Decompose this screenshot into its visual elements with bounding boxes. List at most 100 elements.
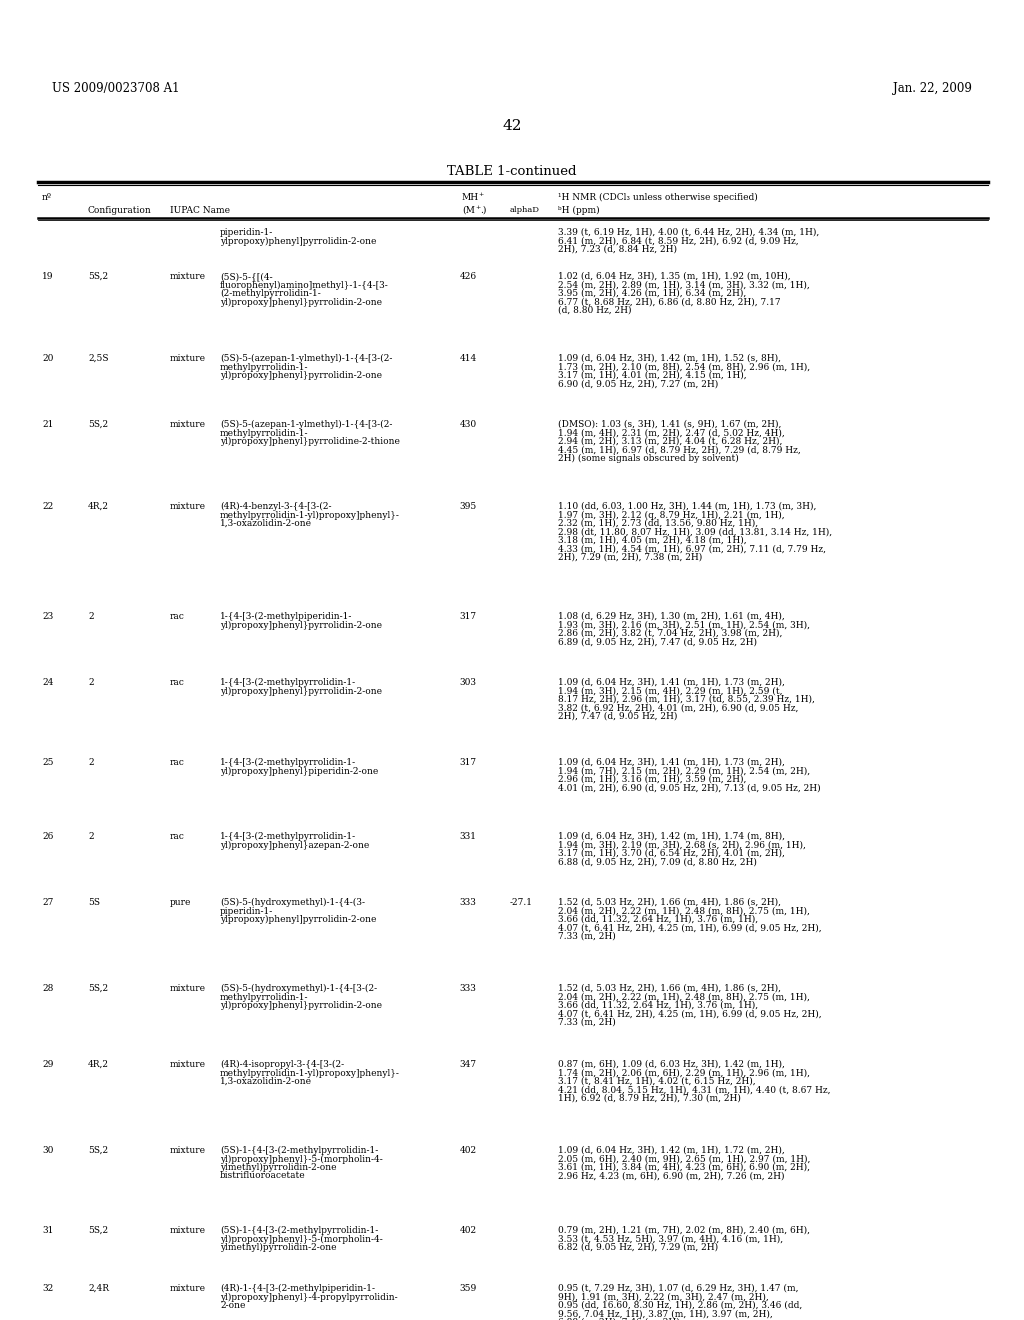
- Text: 25: 25: [42, 758, 53, 767]
- Text: 333: 333: [460, 898, 476, 907]
- Text: 6.88 (m, 2H), 7.46 (m, 2H): 6.88 (m, 2H), 7.46 (m, 2H): [558, 1317, 680, 1320]
- Text: 6.89 (d, 9.05 Hz, 2H), 7.47 (d, 9.05 Hz, 2H): 6.89 (d, 9.05 Hz, 2H), 7.47 (d, 9.05 Hz,…: [558, 638, 757, 647]
- Text: mixture: mixture: [170, 1226, 206, 1236]
- Text: 1.09 (d, 6.04 Hz, 3H), 1.42 (m, 1H), 1.72 (m, 2H),: 1.09 (d, 6.04 Hz, 3H), 1.42 (m, 1H), 1.7…: [558, 1146, 784, 1155]
- Text: 2H) (some signals obscured by solvent): 2H) (some signals obscured by solvent): [558, 454, 738, 463]
- Text: 1.02 (d, 6.04 Hz, 3H), 1.35 (m, 1H), 1.92 (m, 10H),: 1.02 (d, 6.04 Hz, 3H), 1.35 (m, 1H), 1.9…: [558, 272, 791, 281]
- Text: yl)propoxy]phenyl}-5-(morpholin-4-: yl)propoxy]phenyl}-5-(morpholin-4-: [220, 1155, 383, 1164]
- Text: 3.39 (t, 6.19 Hz, 1H), 4.00 (t, 6.44 Hz, 2H), 4.34 (m, 1H),: 3.39 (t, 6.19 Hz, 1H), 4.00 (t, 6.44 Hz,…: [558, 228, 819, 238]
- Text: 2,5S: 2,5S: [88, 354, 109, 363]
- Text: 3.17 (m, 1H), 4.01 (m, 2H), 4.15 (m, 1H),: 3.17 (m, 1H), 4.01 (m, 2H), 4.15 (m, 1H)…: [558, 371, 746, 380]
- Text: 22: 22: [42, 502, 53, 511]
- Text: 402: 402: [460, 1226, 476, 1236]
- Text: TABLE 1-continued: TABLE 1-continued: [447, 165, 577, 178]
- Text: nº: nº: [42, 193, 52, 202]
- Text: 1.94 (m, 3H), 2.19 (m, 3H), 2.68 (s, 2H), 2.96 (m, 1H),: 1.94 (m, 3H), 2.19 (m, 3H), 2.68 (s, 2H)…: [558, 841, 806, 850]
- Text: 2.32 (m, 1H), 2.73 (dd, 13.56, 9.80 Hz, 1H),: 2.32 (m, 1H), 2.73 (dd, 13.56, 9.80 Hz, …: [558, 519, 758, 528]
- Text: 426: 426: [460, 272, 476, 281]
- Text: 2,4R: 2,4R: [88, 1284, 109, 1294]
- Text: 4.07 (t, 6.41 Hz, 2H), 4.25 (m, 1H), 6.99 (d, 9.05 Hz, 2H),: 4.07 (t, 6.41 Hz, 2H), 4.25 (m, 1H), 6.9…: [558, 924, 821, 932]
- Text: yl)propoxy]phenyl}pyrrolidine-2-thione: yl)propoxy]phenyl}pyrrolidine-2-thione: [220, 437, 400, 446]
- Text: 395: 395: [460, 502, 476, 511]
- Text: 0.95 (t, 7.29 Hz, 3H), 1.07 (d, 6.29 Hz, 3H), 1.47 (m,: 0.95 (t, 7.29 Hz, 3H), 1.07 (d, 6.29 Hz,…: [558, 1284, 799, 1294]
- Text: 5S: 5S: [88, 898, 100, 907]
- Text: 4.21 (dd, 8.04, 5.15 Hz, 1H), 4.31 (m, 1H), 4.40 (t, 8.67 Hz,: 4.21 (dd, 8.04, 5.15 Hz, 1H), 4.31 (m, 1…: [558, 1085, 830, 1094]
- Text: 2.05 (m, 6H), 2.40 (m, 9H), 2.65 (m, 1H), 2.97 (m, 1H),: 2.05 (m, 6H), 2.40 (m, 9H), 2.65 (m, 1H)…: [558, 1155, 810, 1163]
- Text: 5S,2: 5S,2: [88, 1226, 109, 1236]
- Text: (5S)-5-{[(4-: (5S)-5-{[(4-: [220, 272, 272, 281]
- Text: 2-one: 2-one: [220, 1302, 246, 1309]
- Text: 1,3-oxazolidin-2-one: 1,3-oxazolidin-2-one: [220, 519, 312, 528]
- Text: mixture: mixture: [170, 1284, 206, 1294]
- Text: MH: MH: [462, 193, 479, 202]
- Text: (DMSO): 1.03 (s, 3H), 1.41 (s, 9H), 1.67 (m, 2H),: (DMSO): 1.03 (s, 3H), 1.41 (s, 9H), 1.67…: [558, 420, 781, 429]
- Text: rac: rac: [170, 758, 185, 767]
- Text: (5S)-5-(azepan-1-ylmethyl)-1-{4-[3-(2-: (5S)-5-(azepan-1-ylmethyl)-1-{4-[3-(2-: [220, 354, 392, 363]
- Text: 3.18 (m, 1H), 4.05 (m, 2H), 4.18 (m, 1H),: 3.18 (m, 1H), 4.05 (m, 2H), 4.18 (m, 1H)…: [558, 536, 746, 545]
- Text: 1.08 (d, 6.29 Hz, 3H), 1.30 (m, 2H), 1.61 (m, 4H),: 1.08 (d, 6.29 Hz, 3H), 1.30 (m, 2H), 1.6…: [558, 612, 784, 620]
- Text: 414: 414: [460, 354, 476, 363]
- Text: 2.96 Hz, 4.23 (m, 6H), 6.90 (m, 2H), 7.26 (m, 2H): 2.96 Hz, 4.23 (m, 6H), 6.90 (m, 2H), 7.2…: [558, 1172, 784, 1180]
- Text: yl)propoxy]phenyl}piperidin-2-one: yl)propoxy]phenyl}piperidin-2-one: [220, 767, 378, 776]
- Text: 2: 2: [88, 678, 93, 686]
- Text: mixture: mixture: [170, 354, 206, 363]
- Text: 0.87 (m, 6H), 1.09 (d, 6.03 Hz, 3H), 1.42 (m, 1H),: 0.87 (m, 6H), 1.09 (d, 6.03 Hz, 3H), 1.4…: [558, 1060, 784, 1069]
- Text: 6.90 (d, 9.05 Hz, 2H), 7.27 (m, 2H): 6.90 (d, 9.05 Hz, 2H), 7.27 (m, 2H): [558, 380, 718, 388]
- Text: 19: 19: [42, 272, 53, 281]
- Text: 2: 2: [88, 612, 93, 620]
- Text: 1.73 (m, 2H), 2.10 (m, 8H), 2.54 (m, 8H), 2.96 (m, 1H),: 1.73 (m, 2H), 2.10 (m, 8H), 2.54 (m, 8H)…: [558, 363, 810, 371]
- Text: 7.33 (m, 2H): 7.33 (m, 2H): [558, 1018, 615, 1027]
- Text: 333: 333: [460, 983, 476, 993]
- Text: 2: 2: [88, 758, 93, 767]
- Text: 0.79 (m, 2H), 1.21 (m, 7H), 2.02 (m, 8H), 2.40 (m, 6H),: 0.79 (m, 2H), 1.21 (m, 7H), 2.02 (m, 8H)…: [558, 1226, 810, 1236]
- Text: (5S)-1-{4-[3-(2-methylpyrrolidin-1-: (5S)-1-{4-[3-(2-methylpyrrolidin-1-: [220, 1226, 378, 1236]
- Text: 3.66 (dd, 11.32, 2.64 Hz, 1H), 3.76 (m, 1H),: 3.66 (dd, 11.32, 2.64 Hz, 1H), 3.76 (m, …: [558, 1001, 758, 1010]
- Text: 4.45 (m, 1H), 6.97 (d, 8.79 Hz, 2H), 7.29 (d, 8.79 Hz,: 4.45 (m, 1H), 6.97 (d, 8.79 Hz, 2H), 7.2…: [558, 446, 801, 454]
- Text: 1.93 (m, 3H), 2.16 (m, 3H), 2.51 (m, 1H), 2.54 (m, 3H),: 1.93 (m, 3H), 2.16 (m, 3H), 2.51 (m, 1H)…: [558, 620, 810, 630]
- Text: (d, 8.80 Hz, 2H): (d, 8.80 Hz, 2H): [558, 306, 632, 315]
- Text: 6.82 (d, 9.05 Hz, 2H), 7.29 (m, 2H): 6.82 (d, 9.05 Hz, 2H), 7.29 (m, 2H): [558, 1243, 718, 1251]
- Text: 4.01 (m, 2H), 6.90 (d, 9.05 Hz, 2H), 7.13 (d, 9.05 Hz, 2H): 4.01 (m, 2H), 6.90 (d, 9.05 Hz, 2H), 7.1…: [558, 784, 820, 792]
- Text: methylpyrrolidin-1-yl)propoxy]phenyl}-: methylpyrrolidin-1-yl)propoxy]phenyl}-: [220, 511, 400, 520]
- Text: 2.98 (dt, 11.80, 8.07 Hz, 1H), 3.09 (dd, 13.81, 3.14 Hz, 1H),: 2.98 (dt, 11.80, 8.07 Hz, 1H), 3.09 (dd,…: [558, 528, 833, 536]
- Text: 1H), 6.92 (d, 8.79 Hz, 2H), 7.30 (m, 2H): 1H), 6.92 (d, 8.79 Hz, 2H), 7.30 (m, 2H): [558, 1094, 741, 1104]
- Text: 1-{4-[3-(2-methylpiperidin-1-: 1-{4-[3-(2-methylpiperidin-1-: [220, 612, 352, 622]
- Text: +: +: [478, 191, 483, 197]
- Text: 317: 317: [460, 612, 476, 620]
- Text: ylmethyl)pyrrolidin-2-one: ylmethyl)pyrrolidin-2-one: [220, 1163, 337, 1172]
- Text: 30: 30: [42, 1146, 53, 1155]
- Text: 303: 303: [460, 678, 476, 686]
- Text: 1,3-oxazolidin-2-one: 1,3-oxazolidin-2-one: [220, 1077, 312, 1086]
- Text: 9H), 1.91 (m, 3H), 2.22 (m, 3H), 2.47 (m, 2H),: 9H), 1.91 (m, 3H), 2.22 (m, 3H), 2.47 (m…: [558, 1292, 769, 1302]
- Text: 2.04 (m, 2H), 2.22 (m, 1H), 2.48 (m, 8H), 2.75 (m, 1H),: 2.04 (m, 2H), 2.22 (m, 1H), 2.48 (m, 8H)…: [558, 907, 810, 916]
- Text: 1.94 (m, 4H), 2.31 (m, 2H), 2.47 (d, 5.02 Hz, 4H),: 1.94 (m, 4H), 2.31 (m, 2H), 2.47 (d, 5.0…: [558, 429, 784, 437]
- Text: rac: rac: [170, 612, 185, 620]
- Text: 0.95 (dd, 16.60, 8.30 Hz, 1H), 2.86 (m, 2H), 3.46 (dd,: 0.95 (dd, 16.60, 8.30 Hz, 1H), 2.86 (m, …: [558, 1302, 802, 1309]
- Text: pure: pure: [170, 898, 191, 907]
- Text: alphaD: alphaD: [510, 206, 540, 214]
- Text: 1.74 (m, 2H), 2.06 (m, 6H), 2.29 (m, 1H), 2.96 (m, 1H),: 1.74 (m, 2H), 2.06 (m, 6H), 2.29 (m, 1H)…: [558, 1068, 810, 1077]
- Text: methylpyrrolidin-1-: methylpyrrolidin-1-: [220, 429, 308, 437]
- Text: 3.17 (t, 8.41 Hz, 1H), 4.02 (t, 6.15 Hz, 2H),: 3.17 (t, 8.41 Hz, 1H), 4.02 (t, 6.15 Hz,…: [558, 1077, 756, 1086]
- Text: US 2009/0023708 A1: US 2009/0023708 A1: [52, 82, 179, 95]
- Text: methylpyrrolidin-1-: methylpyrrolidin-1-: [220, 993, 308, 1002]
- Text: piperidin-1-: piperidin-1-: [220, 228, 273, 238]
- Text: piperidin-1-: piperidin-1-: [220, 907, 273, 916]
- Text: 331: 331: [460, 832, 476, 841]
- Text: 5S,2: 5S,2: [88, 420, 109, 429]
- Text: 3.66 (dd, 11.32, 2.64 Hz, 1H), 3.76 (m, 1H),: 3.66 (dd, 11.32, 2.64 Hz, 1H), 3.76 (m, …: [558, 915, 758, 924]
- Text: 21: 21: [42, 420, 53, 429]
- Text: (5S)-5-(hydroxymethyl)-1-{4-(3-: (5S)-5-(hydroxymethyl)-1-{4-(3-: [220, 898, 365, 907]
- Text: (5S)-5-(azepan-1-ylmethyl)-1-{4-[3-(2-: (5S)-5-(azepan-1-ylmethyl)-1-{4-[3-(2-: [220, 420, 392, 429]
- Text: 1.52 (d, 5.03 Hz, 2H), 1.66 (m, 4H), 1.86 (s, 2H),: 1.52 (d, 5.03 Hz, 2H), 1.66 (m, 4H), 1.8…: [558, 983, 781, 993]
- Text: 5S,2: 5S,2: [88, 272, 109, 281]
- Text: 24: 24: [42, 678, 53, 686]
- Text: yl)propoxy]phenyl}azepan-2-one: yl)propoxy]phenyl}azepan-2-one: [220, 841, 370, 850]
- Text: 359: 359: [460, 1284, 476, 1294]
- Text: 7.33 (m, 2H): 7.33 (m, 2H): [558, 932, 615, 941]
- Text: 27: 27: [42, 898, 53, 907]
- Text: mixture: mixture: [170, 1060, 206, 1069]
- Text: mixture: mixture: [170, 420, 206, 429]
- Text: 2.94 (m, 2H), 3.13 (m, 2H), 4.04 (t, 6.28 Hz, 2H),: 2.94 (m, 2H), 3.13 (m, 2H), 4.04 (t, 6.2…: [558, 437, 782, 446]
- Text: 1.94 (m, 3H), 2.15 (m, 4H), 2.29 (m, 1H), 2.59 (t,: 1.94 (m, 3H), 2.15 (m, 4H), 2.29 (m, 1H)…: [558, 686, 782, 696]
